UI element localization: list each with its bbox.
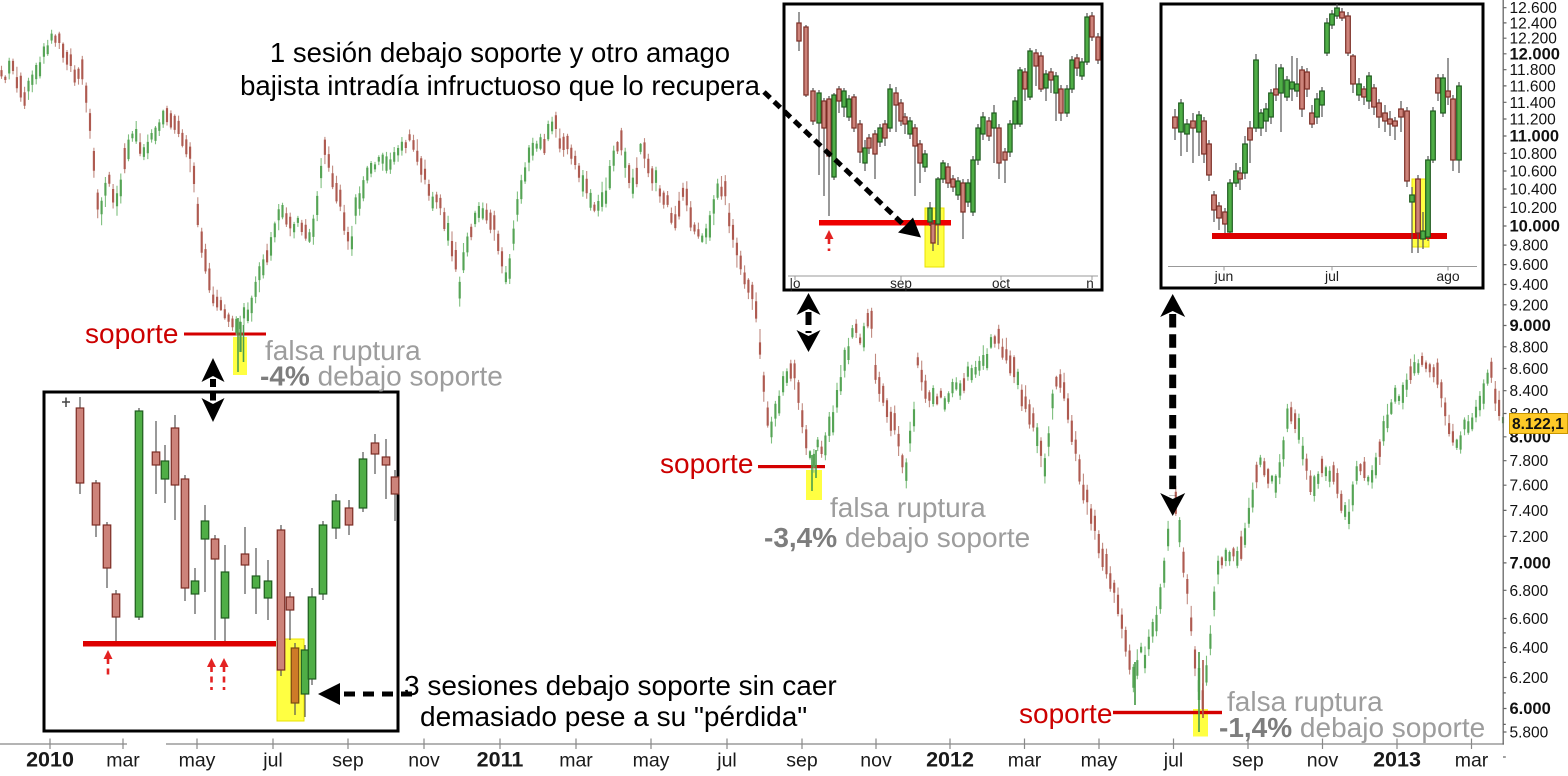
svg-text:jul: jul	[1163, 749, 1184, 771]
svg-text:11.800: 11.800	[1510, 62, 1557, 79]
svg-text:6.800: 6.800	[1510, 583, 1549, 600]
svg-text:9.000: 9.000	[1510, 317, 1551, 335]
svg-text:mar: mar	[1455, 749, 1489, 771]
svg-text:11.400: 11.400	[1510, 95, 1557, 112]
svg-text:6.000: 6.000	[1510, 700, 1551, 718]
svg-text:may: may	[179, 749, 216, 771]
svg-text:2010: 2010	[26, 747, 74, 771]
svg-text:sep: sep	[332, 749, 364, 771]
svg-text:jul: jul	[716, 749, 737, 771]
svg-text:7.200: 7.200	[1510, 529, 1549, 546]
svg-text:10.400: 10.400	[1510, 182, 1558, 199]
svg-text:oct: oct	[992, 276, 1010, 291]
svg-text:5.800: 5.800	[1510, 725, 1549, 742]
svg-text:falsa ruptura: falsa ruptura	[1227, 686, 1383, 717]
svg-text:12.400: 12.400	[1510, 15, 1558, 32]
svg-text:8.800: 8.800	[1510, 339, 1549, 356]
svg-text:jul: jul	[262, 749, 283, 771]
svg-text:demasiado pese a su "pérdida": demasiado pese a su "pérdida"	[420, 701, 807, 732]
svg-text:nov: nov	[408, 749, 440, 771]
svg-text:10.800: 10.800	[1510, 146, 1558, 163]
svg-text:12.000: 12.000	[1510, 45, 1560, 63]
svg-text:sep: sep	[786, 749, 818, 771]
svg-text:soporte: soporte	[85, 318, 178, 349]
svg-text:nov: nov	[860, 749, 892, 771]
svg-text:9.600: 9.600	[1510, 257, 1549, 274]
svg-text:mar: mar	[1008, 749, 1042, 771]
svg-text:6.400: 6.400	[1510, 640, 1549, 657]
svg-text:may: may	[1081, 749, 1118, 771]
svg-text:-1,4% debajo soporte: -1,4% debajo soporte	[1219, 712, 1485, 743]
svg-text:7.400: 7.400	[1510, 503, 1549, 520]
svg-text:11.200: 11.200	[1510, 112, 1557, 129]
svg-text:9.200: 9.200	[1510, 297, 1549, 314]
svg-text:12.600: 12.600	[1510, 0, 1558, 17]
svg-text:8.122,1: 8.122,1	[1512, 416, 1564, 433]
svg-text:9.800: 9.800	[1510, 238, 1549, 255]
svg-text:may: may	[633, 749, 670, 771]
svg-text:11.600: 11.600	[1510, 78, 1557, 95]
svg-text:10.000: 10.000	[1510, 218, 1560, 236]
svg-text:|o: |o	[789, 276, 800, 291]
svg-text:1 sesión debajo soporte y otro: 1 sesión debajo soporte y otro amago	[270, 37, 730, 68]
svg-text:bajista intradía infructuoso q: bajista intradía infructuoso que lo recu…	[240, 70, 760, 101]
svg-text:11.000: 11.000	[1510, 128, 1560, 146]
svg-text:12.200: 12.200	[1510, 31, 1558, 48]
svg-text:-4% debajo soporte: -4% debajo soporte	[260, 361, 503, 392]
svg-text:-3,4% debajo soporte: -3,4% debajo soporte	[764, 522, 1030, 553]
svg-text:nov: nov	[1307, 749, 1339, 771]
svg-text:n: n	[1086, 276, 1094, 291]
svg-text:7.600: 7.600	[1510, 478, 1549, 495]
svg-text:2013: 2013	[1373, 747, 1421, 771]
svg-text:8.400: 8.400	[1510, 383, 1549, 400]
svg-text:6.600: 6.600	[1510, 611, 1549, 628]
svg-text:10.200: 10.200	[1510, 200, 1558, 217]
svg-text:9.400: 9.400	[1510, 277, 1549, 294]
svg-text:mar: mar	[106, 749, 140, 771]
svg-text:falsa ruptura: falsa ruptura	[830, 492, 986, 523]
svg-text:10.600: 10.600	[1510, 164, 1558, 181]
svg-text:sep: sep	[890, 276, 912, 291]
svg-text:ago: ago	[1436, 268, 1460, 284]
svg-text:2012: 2012	[926, 747, 974, 771]
svg-text:7.800: 7.800	[1510, 453, 1549, 470]
svg-text:2011: 2011	[477, 747, 524, 771]
svg-text:6.200: 6.200	[1510, 670, 1549, 687]
svg-text:jul: jul	[1324, 268, 1339, 284]
svg-text:7.000: 7.000	[1510, 554, 1551, 572]
svg-text:sep: sep	[1232, 749, 1264, 771]
svg-text:mar: mar	[559, 749, 593, 771]
svg-text:soporte: soporte	[660, 448, 753, 479]
svg-text:falsa ruptura: falsa ruptura	[265, 335, 421, 366]
svg-text:8.600: 8.600	[1510, 361, 1549, 378]
svg-text:jun: jun	[1214, 268, 1234, 284]
svg-text:soporte: soporte	[1019, 698, 1112, 729]
svg-text:3 sesiones debajo soporte sin: 3 sesiones debajo soporte sin caer	[404, 670, 837, 701]
